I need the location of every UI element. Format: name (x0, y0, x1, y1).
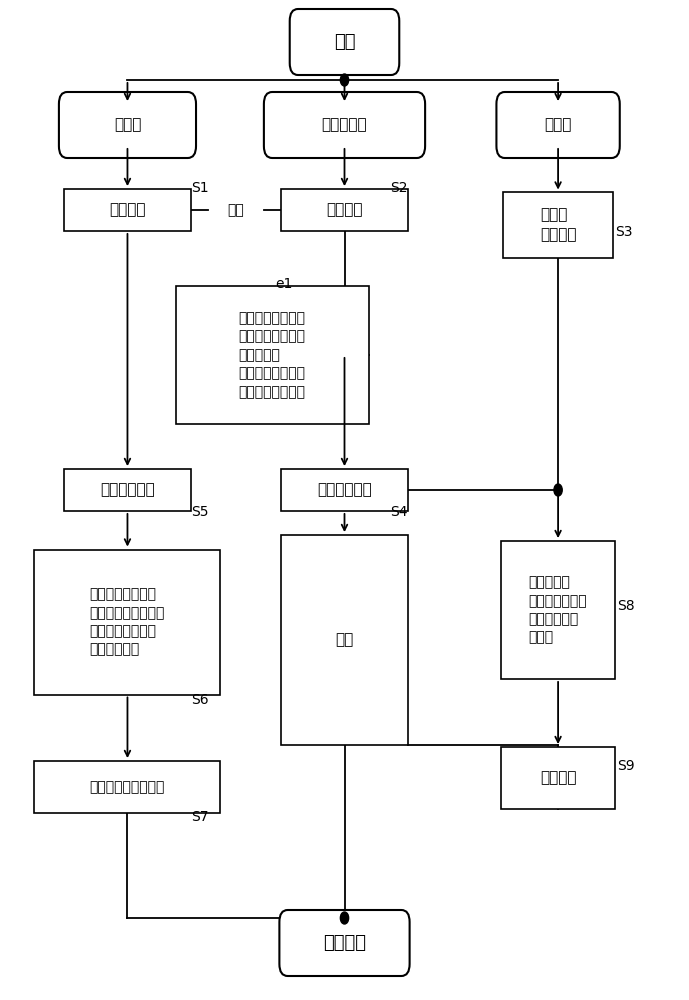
FancyBboxPatch shape (59, 92, 196, 158)
Text: 返回开始: 返回开始 (323, 934, 366, 952)
Bar (176, 286, 369, 424)
Text: S4: S4 (390, 505, 407, 519)
Text: 使片伸长: 使片伸长 (110, 202, 145, 218)
Bar (63, 469, 191, 511)
Text: 伸长片: 伸长片 (114, 117, 141, 132)
FancyBboxPatch shape (496, 92, 620, 158)
Text: 开始: 开始 (333, 33, 356, 51)
Bar (34, 761, 220, 813)
Bar (281, 535, 408, 745)
FancyBboxPatch shape (264, 92, 425, 158)
Text: 裁断头: 裁断头 (544, 117, 572, 132)
Text: S3: S3 (615, 225, 633, 239)
Bar (503, 192, 613, 257)
Text: S1: S1 (192, 181, 209, 195)
Text: 同步: 同步 (227, 203, 245, 217)
Text: e1: e1 (276, 277, 293, 291)
FancyBboxPatch shape (289, 9, 400, 75)
Circle shape (554, 484, 562, 496)
Text: S7: S7 (192, 810, 209, 824)
Bar (502, 747, 615, 809)
Bar (63, 189, 191, 231)
Text: S8: S8 (617, 599, 635, 613)
Bar (281, 189, 408, 231)
FancyBboxPatch shape (280, 910, 409, 976)
Circle shape (340, 912, 349, 924)
Text: 使伸长辊复位，且
使片卷绕于伸长辊。
条件：复位速度与
卷绕速度一致: 使伸长辊复位，且 使片卷绕于伸长辊。 条件：复位速度与 卷绕速度一致 (90, 587, 165, 657)
Text: S2: S2 (390, 181, 407, 195)
Text: 继续使片伸长: 继续使片伸长 (100, 483, 155, 497)
Text: S9: S9 (617, 759, 635, 773)
Text: 限制：避免下一个
衣片的重心超出搬
出工作台。
目标：现衣片完全
超出搬出工作台。: 限制：避免下一个 衣片的重心超出搬 出工作台。 目标：现衣片完全 超出搬出工作台… (238, 311, 306, 399)
Text: 搬出衣片: 搬出衣片 (327, 202, 362, 218)
Text: 裁断片材: 裁断片材 (540, 770, 576, 786)
Text: S6: S6 (192, 693, 209, 707)
Bar (281, 469, 408, 511)
Text: 使输送机停止: 使输送机停止 (317, 483, 372, 497)
Text: 基辊从伸长辊卷绕片: 基辊从伸长辊卷绕片 (90, 780, 165, 794)
Text: S5: S5 (192, 505, 209, 519)
Bar (34, 550, 220, 694)
Text: 一边向裁断
开始位置移动，
一边检测片材
的倾斜: 一边向裁断 开始位置移动， 一边检测片材 的倾斜 (528, 575, 588, 645)
Text: 游动: 游动 (336, 633, 353, 648)
Circle shape (340, 74, 349, 86)
Text: 向原点
位置复位: 向原点 位置复位 (540, 208, 576, 242)
Bar (502, 541, 615, 679)
Text: 裁断输送机: 裁断输送机 (322, 117, 367, 132)
